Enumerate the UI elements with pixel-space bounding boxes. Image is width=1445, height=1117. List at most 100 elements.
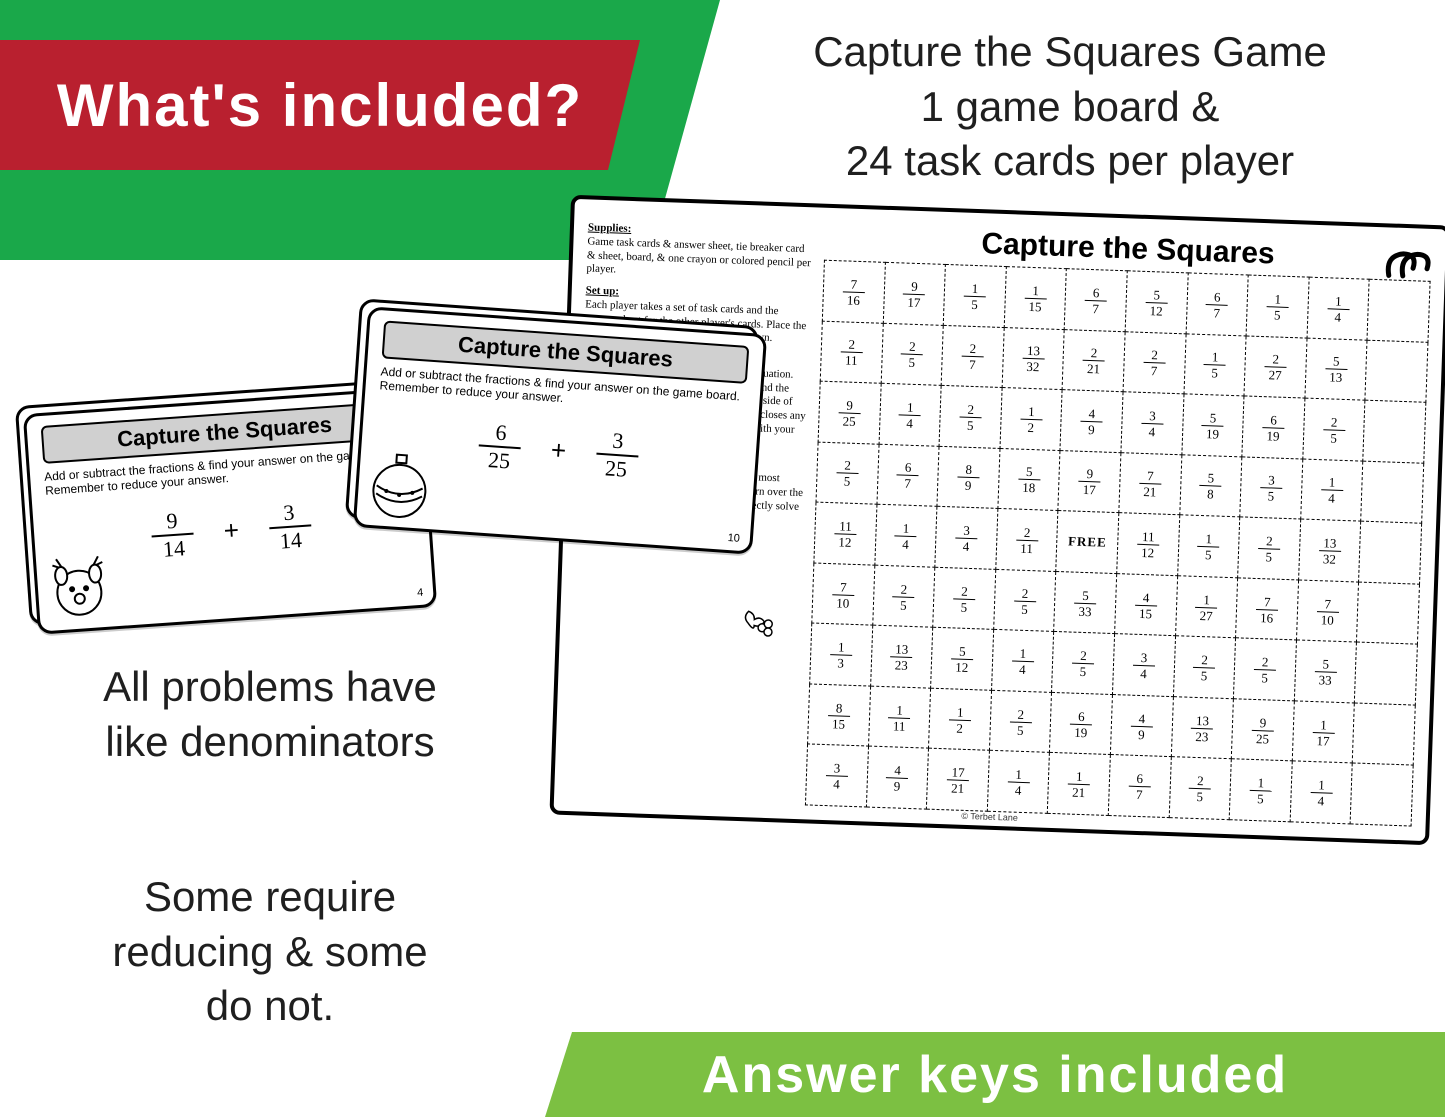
ornament-icon xyxy=(362,448,437,523)
grid-cell: 1323 xyxy=(870,625,933,688)
grid-cell: 34 xyxy=(1112,634,1175,697)
grid-cell: 67 xyxy=(1108,755,1171,818)
note-reducing: Some require reducing & some do not. xyxy=(50,870,490,1034)
grid-cell: 12 xyxy=(1000,388,1063,451)
grid-cell: 14 xyxy=(1300,459,1363,522)
grid-cell xyxy=(1363,400,1426,463)
grid-cell: 25 xyxy=(1173,636,1236,699)
grid-cell: 415 xyxy=(1115,573,1178,636)
grid-cell: 533 xyxy=(1294,640,1357,703)
grid-cell: 25 xyxy=(1052,632,1115,695)
grid-cell: 211 xyxy=(820,321,883,384)
grid-cell: 519 xyxy=(1181,394,1244,457)
grid-cell: 25 xyxy=(872,565,935,628)
grid-cell: 721 xyxy=(1119,452,1182,515)
grid-cell: 513 xyxy=(1305,338,1368,401)
grid-cell: 15 xyxy=(943,264,1006,327)
grid-cell: 115 xyxy=(1004,267,1067,330)
grid-cell: 14 xyxy=(874,504,937,567)
grid-cell xyxy=(1359,521,1422,584)
candy-cane-icon xyxy=(1379,239,1436,281)
grid-cell: 15 xyxy=(1229,759,1292,822)
grid-cell: 25 xyxy=(993,569,1056,632)
grid-cell: 512 xyxy=(1125,271,1188,334)
grid-cell: 227 xyxy=(1244,336,1307,399)
holly-icon xyxy=(740,605,781,640)
card-b-number: 10 xyxy=(727,532,740,545)
grid-cell: 221 xyxy=(1062,329,1125,392)
grid-cell: 917 xyxy=(1058,450,1121,513)
grid-cell xyxy=(1353,703,1416,766)
grid-cell: 34 xyxy=(805,744,868,807)
top-right-text: Capture the Squares Game 1 game board & … xyxy=(720,25,1420,189)
grid-cell: 917 xyxy=(883,262,946,325)
grid-cell: 1323 xyxy=(1171,696,1234,759)
grid-cell: 815 xyxy=(808,684,871,747)
tr-line2: 1 game board & xyxy=(720,80,1420,135)
grid-cell: 15 xyxy=(1246,275,1309,338)
grid-cell: 1112 xyxy=(1117,513,1180,576)
grid-cell: 14 xyxy=(1290,761,1353,824)
answer-keys-banner: Answer keys included xyxy=(545,1032,1445,1117)
grid-cell: 14 xyxy=(1307,277,1370,340)
grid-cell: 14 xyxy=(991,630,1054,693)
grid-cell xyxy=(1367,279,1430,342)
card-a-number: 4 xyxy=(417,587,424,599)
reindeer-icon xyxy=(42,550,117,625)
grid-cell: 533 xyxy=(1054,571,1117,634)
grid-cell: 25 xyxy=(989,690,1052,753)
banner-title: What's included? xyxy=(57,71,583,140)
grid-cell: 49 xyxy=(1060,390,1123,453)
grid-cell: 67 xyxy=(877,444,940,507)
grid-cell: 111 xyxy=(868,686,931,749)
grid-cell: 716 xyxy=(822,260,885,323)
grid-cell: 27 xyxy=(1123,331,1186,394)
grid-cell: 67 xyxy=(1186,273,1249,336)
grid-cell: 518 xyxy=(998,448,1061,511)
whats-included-banner: What's included? xyxy=(0,40,640,170)
grid-cell: 925 xyxy=(1231,699,1294,762)
grid-cell: 34 xyxy=(935,506,998,569)
grid-cell: 25 xyxy=(1234,638,1297,701)
grid-cell: 15 xyxy=(1184,333,1247,396)
grid-cell: 619 xyxy=(1242,396,1305,459)
grid-cell: 35 xyxy=(1240,457,1303,520)
grid-cell: 25 xyxy=(881,323,944,386)
grid-cell: 12 xyxy=(929,688,992,751)
grid-cell: 27 xyxy=(941,325,1004,388)
answer-banner-text: Answer keys included xyxy=(702,1045,1288,1105)
grid-cell: 25 xyxy=(1169,757,1232,820)
grid-cell: 34 xyxy=(1121,392,1184,455)
grid-cell: 25 xyxy=(1238,517,1301,580)
grid-cell: 121 xyxy=(1048,753,1111,816)
grid-cell: 710 xyxy=(1296,580,1359,643)
grid-cell: 710 xyxy=(812,563,875,626)
grid-cell xyxy=(1357,582,1420,645)
grid-cell: 14 xyxy=(987,751,1050,814)
grid-cell: 25 xyxy=(1303,398,1366,461)
grid-cell: 25 xyxy=(939,385,1002,448)
tr-line1: Capture the Squares Game xyxy=(720,25,1420,80)
grid-cell: 211 xyxy=(996,509,1059,572)
grid-cell: 1112 xyxy=(814,502,877,565)
grid-cell xyxy=(1355,642,1418,705)
grid-cell: 127 xyxy=(1175,575,1238,638)
grid-cell: 15 xyxy=(1177,515,1240,578)
grid-cell: 49 xyxy=(1110,694,1173,757)
grid-cell: 49 xyxy=(866,746,929,809)
grid-cell: 67 xyxy=(1065,269,1128,332)
grid-cell: 14 xyxy=(879,383,942,446)
task-card-b: Capture the Squares Add or subtract the … xyxy=(353,306,767,554)
grid-cell: 619 xyxy=(1050,692,1113,755)
grid-cell: 1332 xyxy=(1298,519,1361,582)
grid-cell: 925 xyxy=(818,381,881,444)
grid-cell: 25 xyxy=(933,567,996,630)
grid-cell xyxy=(1365,340,1428,403)
grid-cell: 13 xyxy=(810,623,873,686)
grid-cell xyxy=(1350,763,1413,826)
grid-cell xyxy=(1361,461,1424,524)
grid-cell: 117 xyxy=(1292,701,1355,764)
grid-cell: 1332 xyxy=(1002,327,1065,390)
fraction-grid: 7169171511567512671514211252713322212715… xyxy=(805,260,1431,827)
grid-cell: 25 xyxy=(816,442,879,505)
